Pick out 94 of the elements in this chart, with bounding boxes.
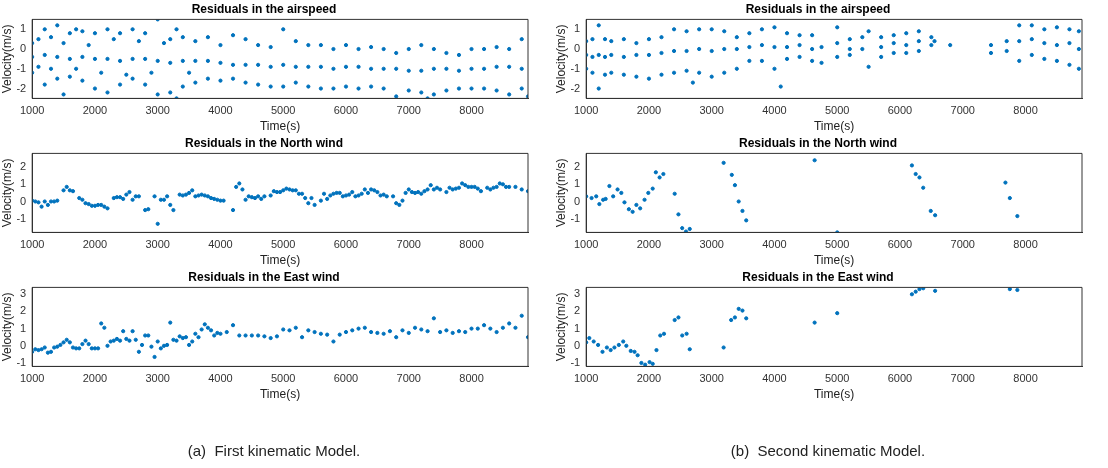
x-axis-title: Time(s) (813, 387, 855, 402)
x-tick-label: 5000 (270, 238, 296, 251)
y-tick-label: 0 (574, 42, 581, 55)
x-tick-label: 1000 (19, 238, 45, 251)
x-tick-label: 3000 (145, 104, 170, 117)
x-axis-title: Time(s) (813, 119, 855, 134)
x-axis-title: Time(s) (259, 253, 301, 268)
x-tick-label: 7000 (396, 238, 421, 251)
x-tick-label: 7000 (396, 104, 421, 117)
x-tick-label: 6000 (887, 372, 913, 385)
x-tick-label: 2000 (636, 372, 662, 385)
y-tick-label: 0 (20, 194, 27, 207)
y-tick-label: 2 (20, 304, 27, 317)
x-tick-label: 6000 (887, 238, 913, 251)
chart-title: Residuals in the airspeed (745, 1, 891, 16)
y-axis-title: Velocity(m/s) (553, 158, 568, 228)
x-tick-label: 3000 (145, 238, 170, 251)
y-tick-label: 1 (574, 177, 581, 190)
x-tick-label: 1000 (19, 104, 45, 117)
y-axis-title: Velocity(m/s) (0, 24, 14, 94)
y-axis-title: Velocity(m/s) (0, 292, 14, 362)
y-tick-label: 1 (574, 22, 581, 35)
x-tick-label: 8000 (459, 104, 484, 117)
x-tick-label: 4000 (762, 372, 787, 385)
x-tick-label: 7000 (950, 372, 975, 385)
x-tick-label: 6000 (333, 238, 359, 251)
text: (a) First kinematic Model. (186, 442, 362, 459)
y-tick-label: 0 (574, 194, 581, 207)
x-tick-label: 2000 (636, 238, 662, 251)
x-tick-label: 2000 (82, 372, 108, 385)
x-tick-label: 3000 (699, 238, 724, 251)
x-tick-label: 4000 (762, 104, 787, 117)
y-tick-label: -1 (570, 211, 581, 224)
x-tick-label: 5000 (824, 372, 850, 385)
x-axis-title: Time(s) (259, 387, 301, 402)
y-tick-label: -1 (570, 61, 581, 74)
x-tick-label: 8000 (459, 238, 484, 251)
x-tick-label: 3000 (699, 104, 724, 117)
chart-title: Residuals in the North wind (184, 135, 344, 150)
x-axis-title: Time(s) (813, 253, 855, 268)
x-axis-title: Time(s) (259, 119, 301, 134)
y-tick-label: 1 (20, 321, 27, 334)
x-tick-label: 4000 (208, 238, 233, 251)
y-tick-label: 1 (20, 22, 27, 35)
x-tick-label: 8000 (1013, 372, 1038, 385)
x-tick-label: 7000 (396, 372, 421, 385)
x-tick-label: 1000 (573, 372, 599, 385)
y-tick-label: 2 (574, 160, 581, 173)
y-tick-label: -2 (570, 81, 581, 94)
x-tick-label: 2000 (82, 104, 108, 117)
y-tick-label: 2 (574, 304, 581, 317)
y-axis-title: Velocity(m/s) (553, 292, 568, 362)
x-tick-label: 2000 (82, 238, 108, 251)
y-tick-label: 1 (574, 321, 581, 334)
x-tick-label: 1000 (19, 372, 45, 385)
x-tick-label: 4000 (762, 238, 787, 251)
x-tick-label: 1000 (573, 104, 599, 117)
x-tick-label: 7000 (950, 104, 975, 117)
y-tick-label: 1 (20, 177, 27, 190)
x-tick-label: 4000 (208, 372, 233, 385)
x-tick-label: 5000 (270, 104, 296, 117)
x-tick-label: 6000 (887, 104, 913, 117)
y-tick-label: -2 (16, 81, 27, 94)
x-tick-label: 1000 (573, 238, 599, 251)
x-tick-label: 3000 (699, 372, 724, 385)
y-tick-label: -1 (16, 61, 27, 74)
y-tick-label: 0 (20, 42, 27, 55)
y-tick-label: 0 (20, 338, 27, 351)
x-tick-label: 8000 (1013, 104, 1038, 117)
y-tick-label: 3 (574, 287, 581, 300)
x-tick-label: 8000 (1013, 238, 1038, 251)
chart-title: Residuals in the East wind (742, 269, 894, 284)
y-tick-label: -1 (570, 356, 581, 368)
chart-title: Residuals in the airspeed (191, 1, 337, 16)
y-axis-title: Velocity(m/s) (553, 24, 568, 94)
text: (b) Second kinematic Model. (729, 442, 927, 459)
y-tick-label: 2 (20, 160, 27, 173)
x-tick-label: 5000 (270, 372, 296, 385)
x-tick-label: 4000 (208, 104, 233, 117)
x-tick-label: 8000 (459, 372, 484, 385)
y-tick-label: -1 (16, 356, 27, 368)
chart-title: Residuals in the East wind (188, 269, 340, 284)
x-tick-label: 5000 (824, 104, 850, 117)
chart-title: Residuals in the North wind (738, 135, 898, 150)
y-tick-label: 3 (20, 287, 27, 300)
y-axis-title: Velocity(m/s) (0, 158, 14, 228)
x-tick-label: 3000 (145, 372, 170, 385)
x-tick-label: 5000 (824, 238, 850, 251)
y-tick-label: 0 (574, 338, 581, 351)
x-tick-label: 6000 (333, 372, 359, 385)
x-tick-label: 2000 (636, 104, 662, 117)
x-tick-label: 7000 (950, 238, 975, 251)
y-tick-label: -1 (16, 211, 27, 224)
x-tick-label: 6000 (333, 104, 359, 117)
